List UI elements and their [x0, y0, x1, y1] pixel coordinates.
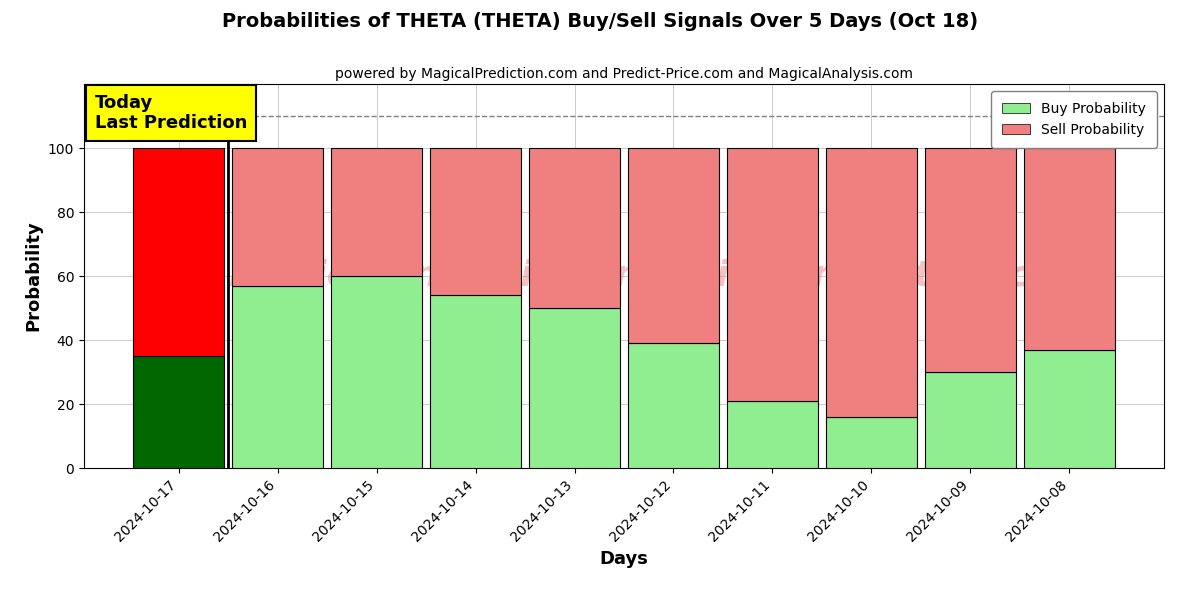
Text: MagicalAnalysis.com: MagicalAnalysis.com: [228, 259, 653, 293]
Text: MagicalPrediction.com: MagicalPrediction.com: [631, 259, 1092, 293]
Bar: [133, 148, 224, 356]
Title: powered by MagicalPrediction.com and Predict-Price.com and MagicalAnalysis.com: powered by MagicalPrediction.com and Pre…: [335, 67, 913, 82]
Bar: [826, 417, 917, 468]
Bar: [727, 148, 818, 401]
Text: Today
Last Prediction: Today Last Prediction: [95, 94, 247, 133]
X-axis label: Days: Days: [600, 550, 648, 568]
Bar: [925, 372, 1016, 468]
Bar: [331, 148, 422, 276]
Y-axis label: Probability: Probability: [24, 221, 42, 331]
Bar: [232, 148, 323, 286]
Bar: [133, 356, 224, 468]
Bar: [529, 308, 620, 468]
Bar: [925, 148, 1016, 372]
Bar: [232, 286, 323, 468]
Text: Probabilities of THETA (THETA) Buy/Sell Signals Over 5 Days (Oct 18): Probabilities of THETA (THETA) Buy/Sell …: [222, 12, 978, 31]
Bar: [430, 295, 521, 468]
Bar: [727, 401, 818, 468]
Bar: [1024, 148, 1115, 350]
Bar: [628, 343, 719, 468]
Bar: [628, 148, 719, 343]
Bar: [826, 148, 917, 417]
Bar: [529, 148, 620, 308]
Bar: [331, 276, 422, 468]
Bar: [1024, 350, 1115, 468]
Legend: Buy Probability, Sell Probability: Buy Probability, Sell Probability: [991, 91, 1157, 148]
Bar: [430, 148, 521, 295]
